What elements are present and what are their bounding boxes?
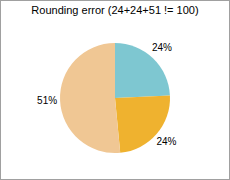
frame [1,1,230,180]
data-label: 24% [156,136,176,147]
data-label: 24% [152,42,172,53]
slice [60,43,120,153]
title: Rounding error (24+24+51 != 100) [31,4,198,16]
pie [60,43,170,153]
data-label: 51% [37,95,57,106]
data-labels: 24% 24% 51% [37,42,176,147]
chart: Rounding error (24+24+51 != 100) 24% 24% 51… [0,0,230,180]
